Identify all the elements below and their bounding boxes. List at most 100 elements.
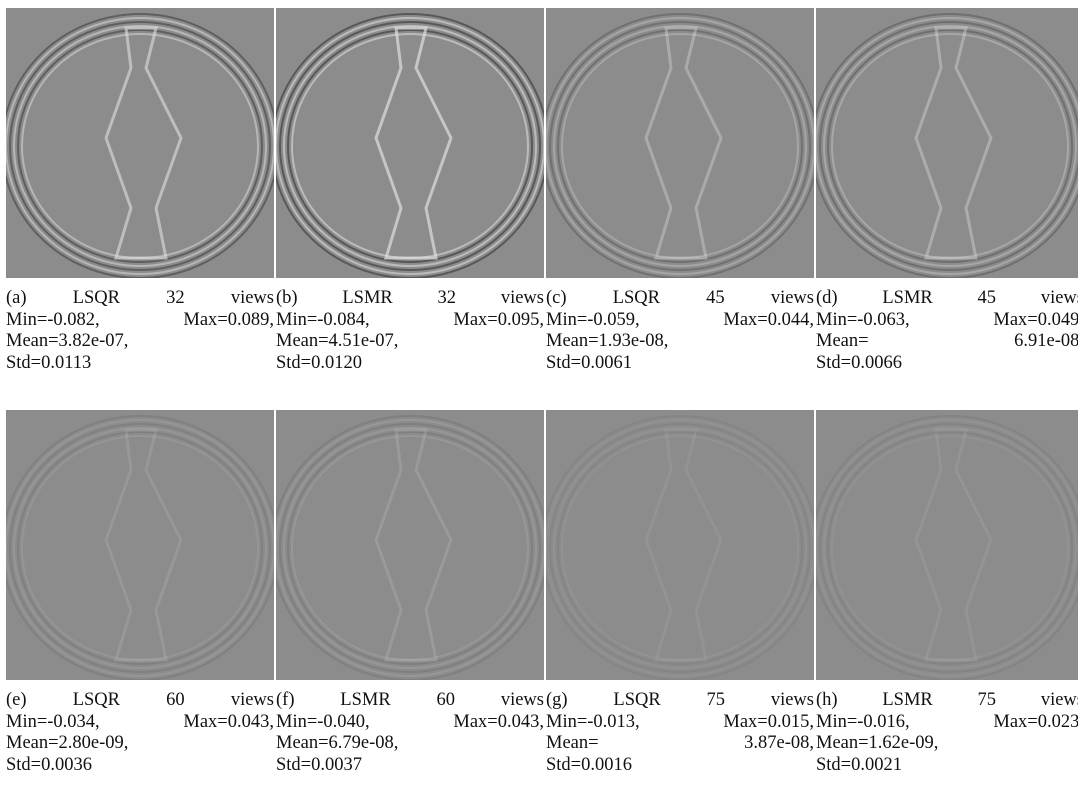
caption-text: 3.87e-08, xyxy=(744,733,814,755)
caption-text: 75 xyxy=(707,690,726,712)
caption-text: Std=0.0120 xyxy=(276,353,362,375)
caption-text: (d) xyxy=(816,288,838,310)
caption-text: Mean=1.93e-08, xyxy=(546,331,668,353)
caption-text: (a) xyxy=(6,288,27,310)
caption-text: (f) xyxy=(276,690,294,712)
caption-line: Std=0.0037 xyxy=(276,755,544,777)
caption-text: Max=0.015, xyxy=(723,712,814,734)
caption: (h) LSMR 75 views Min=-0.016, Max=0.023, Mean=… xyxy=(816,690,1078,776)
caption-line: Std=0.0066 xyxy=(816,353,1078,375)
caption-text: Min=-0.084, xyxy=(276,310,370,332)
caption-line: Std=0.0036 xyxy=(6,755,274,777)
caption-text: Std=0.0037 xyxy=(276,755,362,777)
caption-text: Max=0.043, xyxy=(453,712,544,734)
caption-line: Std=0.0021 xyxy=(816,755,1078,777)
reconstruction-image xyxy=(546,410,814,680)
caption-text: Max=0.089, xyxy=(183,310,274,332)
caption-text: LSQR xyxy=(613,690,660,712)
caption-line: Std=0.0113 xyxy=(6,353,274,375)
caption-line: Min=-0.034, Max=0.043, xyxy=(6,712,274,734)
caption-line: (h) LSMR 75 views xyxy=(816,690,1078,712)
caption-text: Max=0.023, xyxy=(993,712,1078,734)
caption-text: Max=0.095, xyxy=(453,310,544,332)
caption-line: Min=-0.063,Max=0.049, xyxy=(816,310,1078,332)
caption-text: Std=0.0066 xyxy=(816,353,902,375)
caption-text: LSMR xyxy=(342,288,392,310)
caption-text: Min=-0.016, xyxy=(816,712,910,734)
caption-text: Mean= xyxy=(546,733,599,755)
caption-text: Mean=3.82e-07, xyxy=(6,331,128,353)
caption-text: LSMR xyxy=(882,690,932,712)
caption-line: Min=-0.013, Max=0.015, xyxy=(546,712,814,734)
caption-line: Mean=1.93e-08, xyxy=(546,331,814,353)
reconstruction-image xyxy=(276,410,544,680)
reconstruction-image xyxy=(816,410,1078,680)
caption-text: 45 xyxy=(978,288,997,310)
caption-text: views xyxy=(501,288,544,310)
caption-text: Min=-0.059, xyxy=(546,310,640,332)
caption-text: Std=0.0113 xyxy=(6,353,91,375)
reconstruction-image xyxy=(276,8,544,278)
panel: (b)LSMR32viewsMin=-0.084,Max=0.095,Mean=… xyxy=(276,8,544,374)
caption-text: Min=-0.013, xyxy=(546,712,640,734)
caption-text: LSQR xyxy=(73,690,120,712)
reconstruction-image xyxy=(6,410,274,680)
caption-text: Std=0.0021 xyxy=(816,755,902,777)
caption-text: Min=-0.034, xyxy=(6,712,100,734)
caption-text: Mean=1.62e-09, xyxy=(816,733,938,755)
caption-text: 32 xyxy=(166,288,185,310)
panel: (h) LSMR 75 views Min=-0.016, Max=0.023, Mean=… xyxy=(816,410,1078,776)
reconstruction-image xyxy=(816,8,1078,278)
caption-text: views xyxy=(1041,690,1078,712)
caption-line: Mean=2.80e-09, xyxy=(6,733,274,755)
caption-line: Mean=3.82e-07, xyxy=(6,331,274,353)
caption-text: views xyxy=(1041,288,1078,310)
caption-text: Mean=2.80e-09, xyxy=(6,733,128,755)
caption-line: Mean=4.51e-07, xyxy=(276,331,544,353)
caption-line: Min=-0.016, Max=0.023, xyxy=(816,712,1078,734)
caption-text: Max=0.044, xyxy=(723,310,814,332)
page: {"panels":[ {"caption_lines":[["(a)","LS… xyxy=(0,0,1078,795)
caption-text: Min=-0.082, xyxy=(6,310,100,332)
caption-line: Std=0.0016 xyxy=(546,755,814,777)
caption-text: views xyxy=(771,690,814,712)
caption-text: Std=0.0061 xyxy=(546,353,632,375)
caption: (d)LSMR45viewsMin=-0.063,Max=0.049,Mean=… xyxy=(816,288,1078,374)
reconstruction-image xyxy=(6,8,274,278)
caption-text: views xyxy=(771,288,814,310)
caption-line: Std=0.0120 xyxy=(276,353,544,375)
caption-text: (e) xyxy=(6,690,27,712)
caption-text: 6.91e-08, xyxy=(1014,331,1078,353)
caption: (b)LSMR32viewsMin=-0.084,Max=0.095,Mean=… xyxy=(276,288,544,374)
caption-text: 60 xyxy=(437,690,456,712)
caption-line: Mean=6.79e-08, xyxy=(276,733,544,755)
caption-line: Min=-0.082, Max=0.089, xyxy=(6,310,274,332)
caption-text: LSQR xyxy=(73,288,120,310)
caption-text: (h) xyxy=(816,690,838,712)
caption-text: Min=-0.040, xyxy=(276,712,370,734)
caption-line: Std=0.0061 xyxy=(546,353,814,375)
caption-text: Max=0.043, xyxy=(183,712,274,734)
caption-text: 75 xyxy=(978,690,997,712)
caption: (e)LSQR60viewsMin=-0.034,Max=0.043,Mean=… xyxy=(6,690,274,776)
caption-text: Mean= xyxy=(816,331,869,353)
caption-text: (c) xyxy=(546,288,567,310)
caption-line: Min=-0.084, Max=0.095, xyxy=(276,310,544,332)
panel: (c)LSQR45viewsMin=-0.059, Max=0.044, Mean=… xyxy=(546,8,814,374)
caption-text: (b) xyxy=(276,288,298,310)
caption-line: Mean=1.62e-09, xyxy=(816,733,1078,755)
caption-text: views xyxy=(501,690,544,712)
